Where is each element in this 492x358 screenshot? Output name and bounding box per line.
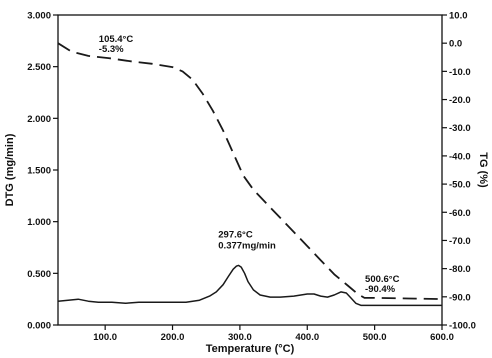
x-tick-label: 300.0 (228, 332, 252, 343)
right-tick-label: -20.0 (449, 95, 471, 106)
right-tick-label: -100.0 (449, 321, 476, 332)
x-tick-label: 200.0 (161, 332, 185, 343)
annotation-label: -90.4% (365, 284, 396, 295)
right-tick-label: -40.0 (449, 151, 471, 162)
x-tick-label: 500.0 (363, 332, 387, 343)
right-tick-label: -50.0 (449, 180, 471, 191)
left-tick-label: 2.000 (27, 114, 51, 125)
annotations-layer: 105.4°C-5.3% 297.6°C0.377mg/min 500.6°C-90… (99, 34, 400, 295)
x-tick-label: 400.0 (295, 332, 319, 343)
series-layer (57, 42, 443, 307)
y-axis-title-left: DTG (mg/min) (4, 133, 16, 206)
annotation-label: 105.4°C (99, 34, 134, 45)
right-tick-label: -10.0 (449, 67, 471, 78)
plot-area (57, 14, 443, 326)
right-tick-label: -60.0 (449, 208, 471, 219)
x-tick-label: 100.0 (93, 332, 117, 343)
right-tick-label: -80.0 (449, 264, 471, 275)
left-tick-label: 2.500 (27, 62, 51, 73)
ticks-layer: 100.0 200.0 300.0 400.0 500.0 600.0 0.000 0.500… (27, 11, 476, 344)
left-tick-label: 1.000 (27, 217, 51, 228)
annotation-label: 500.6°C (365, 274, 400, 285)
annotation-label: 0.377mg/min (218, 240, 276, 251)
left-tick-label: 1.500 (27, 166, 51, 177)
left-tick-label: 3.000 (27, 11, 51, 22)
x-axis-title: Temperature (°C) (206, 343, 295, 355)
right-tick-label: 10.0 (449, 11, 468, 22)
x-tick-label: 600.0 (430, 332, 454, 343)
right-tick-label: 0.0 (449, 39, 462, 50)
y-axis-title-right: TG (%) (477, 152, 489, 188)
right-tick-label: -70.0 (449, 236, 471, 247)
tg-series-line (57, 42, 443, 300)
left-tick-label: 0.000 (27, 321, 51, 332)
annotation-label: 297.6°C (218, 229, 253, 240)
annotation-label: -5.3% (99, 44, 124, 55)
dtg-series-line (57, 264, 442, 307)
left-tick-label: 0.500 (27, 269, 51, 280)
right-tick-label: -90.0 (449, 292, 471, 303)
right-tick-label: -30.0 (449, 123, 471, 134)
